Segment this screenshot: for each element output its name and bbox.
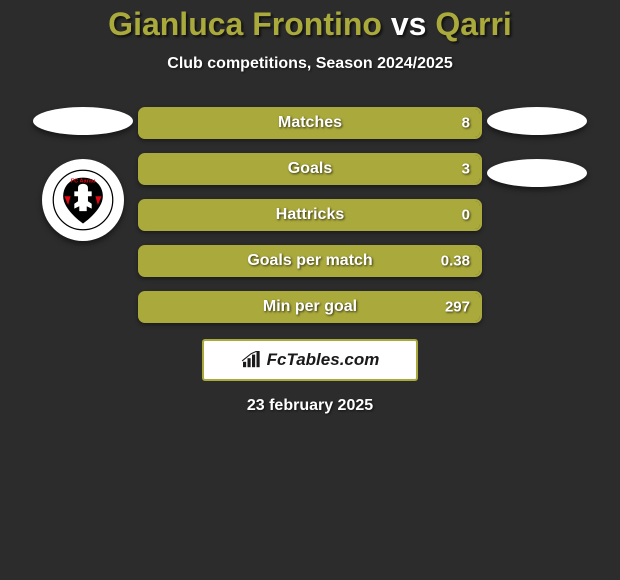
stat-label: Min per goal: [263, 298, 357, 316]
stat-bar: Matches 8: [138, 107, 482, 139]
subtitle: Club competitions, Season 2024/2025: [167, 55, 452, 73]
player2-placeholder-oval-1: [487, 107, 587, 135]
stat-label: Goals per match: [247, 252, 372, 270]
page-title: Gianluca Frontino vs Qarri: [108, 6, 512, 43]
player1-placeholder-oval: [33, 107, 133, 135]
brand-box[interactable]: FcTables.com: [202, 339, 418, 381]
player2-placeholder-oval-2: [487, 159, 587, 187]
stat-bar: Hattricks 0: [138, 199, 482, 231]
player1-name: Gianluca Frontino: [108, 6, 382, 42]
stat-value-right: 3: [462, 161, 470, 178]
bar-chart-icon: [241, 351, 263, 369]
stats-area: FC Aarau Matches 8 Goals 3 Hattricks 0 Goals p…: [0, 107, 620, 323]
stat-label: Hattricks: [276, 206, 344, 224]
stat-value-right: 297: [445, 299, 470, 316]
date-text: 23 february 2025: [247, 397, 373, 415]
stat-value-right: 8: [462, 115, 470, 132]
svg-text:FC Aarau: FC Aarau: [71, 179, 96, 185]
brand-text: FcTables.com: [267, 350, 380, 370]
stat-label: Goals: [288, 160, 332, 178]
player1-club-badge: FC Aarau: [42, 159, 124, 241]
fc-aarau-icon: FC Aarau: [52, 169, 114, 231]
comparison-card: Gianluca Frontino vs Qarri Club competit…: [0, 0, 620, 415]
stat-bar: Goals 3: [138, 153, 482, 185]
stat-bar: Goals per match 0.38: [138, 245, 482, 277]
stat-label: Matches: [278, 114, 342, 132]
vs-text: vs: [391, 6, 427, 42]
stat-bar: Min per goal 297: [138, 291, 482, 323]
left-column: FC Aarau: [28, 107, 138, 323]
stat-value-right: 0.38: [441, 253, 470, 270]
right-column: [482, 107, 592, 323]
stat-bars: Matches 8 Goals 3 Hattricks 0 Goals per match 0…: [138, 107, 482, 323]
player2-name: Qarri: [435, 6, 511, 42]
stat-value-right: 0: [462, 207, 470, 224]
